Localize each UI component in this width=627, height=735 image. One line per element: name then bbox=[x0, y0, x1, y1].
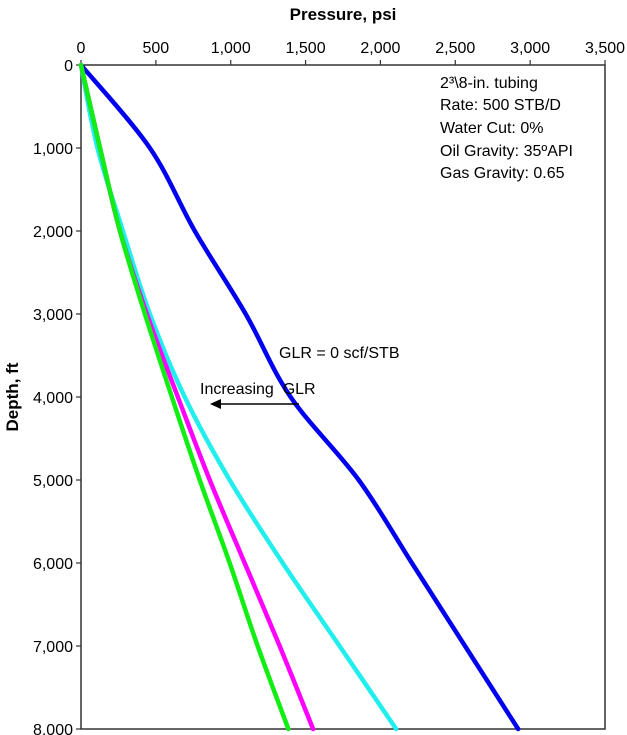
info-line-gas-gravity: Gas Gravity: 0.65 bbox=[440, 165, 565, 182]
info-line-tubing: 2³\8-in. tubing bbox=[440, 75, 538, 92]
y-tick-label: 3,000 bbox=[33, 307, 73, 324]
x-tick-label: 2,000 bbox=[360, 40, 400, 57]
x-tick-label: 500 bbox=[143, 40, 170, 57]
x-tick-label: 2,500 bbox=[435, 40, 475, 57]
y-tick-label: 6,000 bbox=[33, 556, 73, 573]
x-tick-label: 0 bbox=[77, 40, 86, 57]
info-line-rate: Rate: 500 STB/D bbox=[440, 97, 561, 114]
x-tick-label: 3,000 bbox=[510, 40, 550, 57]
x-tick-label: 1,000 bbox=[211, 40, 251, 57]
info-line-water-cut: Water Cut: 0% bbox=[440, 120, 543, 137]
glr-zero-label: GLR = 0 scf/STB bbox=[279, 345, 399, 362]
x-axis-title: Pressure, psi bbox=[290, 5, 397, 24]
y-tick-label: 7,000 bbox=[33, 639, 73, 656]
y-axis-title: Depth, ft bbox=[3, 362, 22, 431]
y-tick-label: 0 bbox=[64, 58, 73, 75]
info-line-oil-gravity: Oil Gravity: 35ºAPI bbox=[440, 143, 573, 160]
y-tick-label: 4,000 bbox=[33, 390, 73, 407]
increasing-glr-label: Increasing GLR bbox=[200, 381, 316, 398]
series-line-0 bbox=[78, 62, 521, 732]
x-tick-label: 3,500 bbox=[585, 40, 625, 57]
increasing-glr-arrow bbox=[210, 399, 299, 409]
y-tick-label: 1,000 bbox=[33, 141, 73, 158]
info-box: 2³\8-in. tubing Rate: 500 STB/D Water Cu… bbox=[440, 75, 573, 182]
y-tick-label: 2,000 bbox=[33, 224, 73, 241]
x-tick-label: 1,500 bbox=[286, 40, 326, 57]
series-line-3 bbox=[78, 62, 291, 732]
y-tick-label: 8,000 bbox=[33, 722, 73, 735]
y-tick-label: 5,000 bbox=[33, 473, 73, 490]
